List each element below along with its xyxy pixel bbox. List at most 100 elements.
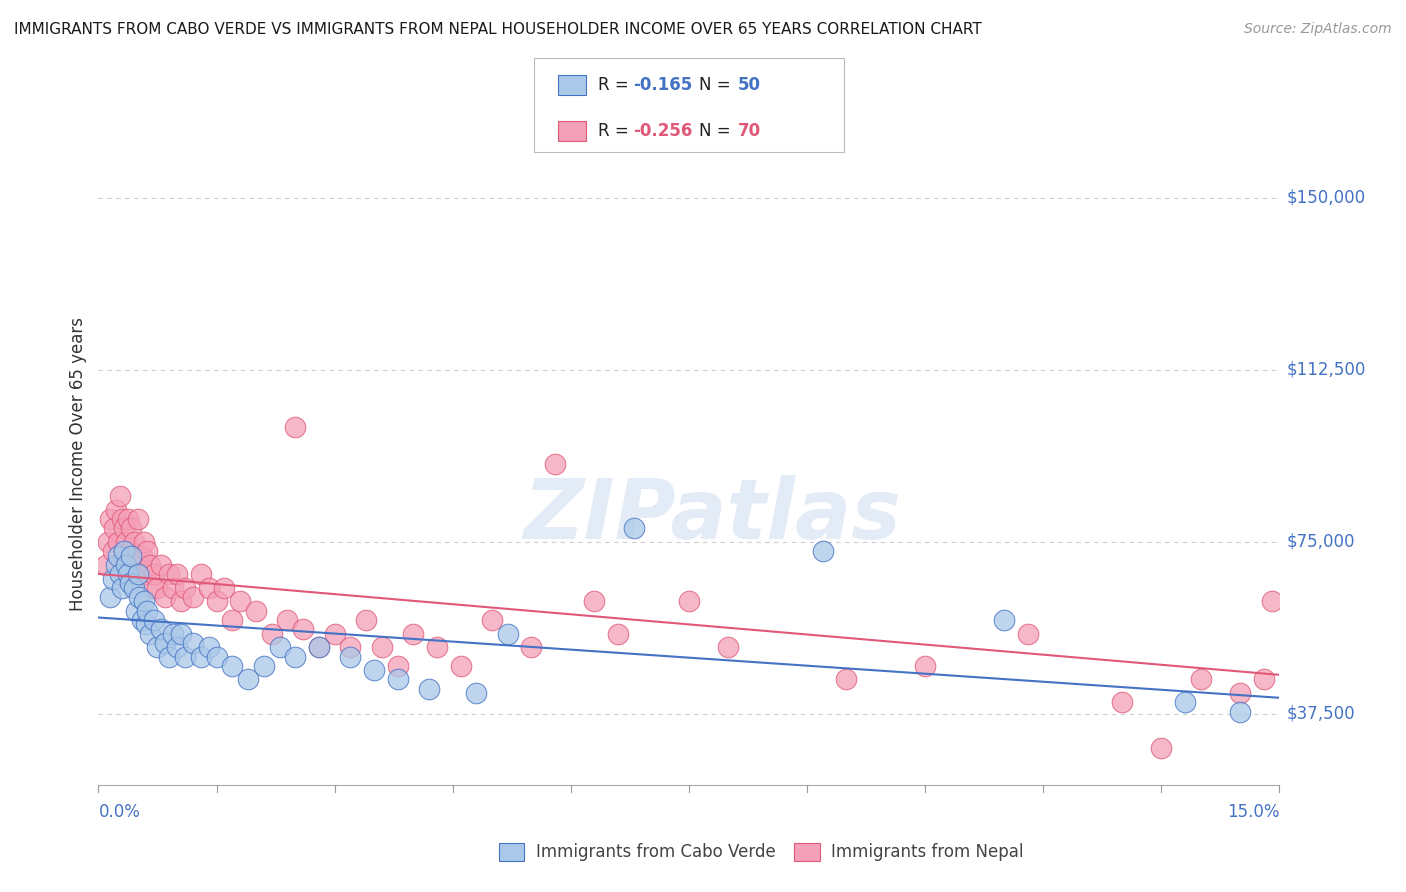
Point (104, 558, 127, 572)
Point (115, 558, 138, 572)
Point (103, 521, 125, 535)
Point (190, 649, 212, 664)
Point (96, 558, 118, 572)
Point (111, 512, 134, 526)
Point (122, 581, 145, 595)
Point (1111, 695, 1133, 709)
Point (1150, 741, 1173, 756)
Point (101, 572, 124, 586)
Point (138, 558, 160, 572)
Point (205, 594, 228, 608)
Point (170, 594, 193, 608)
Point (125, 604, 148, 618)
Text: $112,500: $112,500 (1286, 360, 1365, 379)
Text: Immigrants from Cabo Verde: Immigrants from Cabo Verde (536, 843, 776, 861)
Point (544, 457, 567, 471)
Point (323, 626, 346, 640)
Point (1174, 695, 1197, 709)
Point (131, 613, 153, 627)
Point (121, 549, 143, 563)
Point (269, 640, 291, 655)
Point (170, 626, 193, 640)
Point (128, 590, 150, 604)
Point (236, 673, 259, 687)
Point (146, 581, 169, 595)
Text: 70: 70 (738, 122, 761, 140)
Point (98, 512, 121, 526)
Point (118, 544, 141, 558)
Point (678, 594, 700, 608)
Point (308, 640, 330, 655)
Point (174, 649, 197, 664)
Point (418, 681, 440, 696)
Point (914, 658, 936, 673)
Point (132, 534, 155, 549)
Point (128, 566, 150, 581)
Text: IMMIGRANTS FROM CABO VERDE VS IMMIGRANTS FROM NEPAL HOUSEHOLDER INCOME OVER 65 Y: IMMIGRANTS FROM CABO VERDE VS IMMIGRANTS… (14, 22, 981, 37)
Point (465, 686, 488, 700)
Point (132, 594, 155, 608)
Point (150, 622, 173, 636)
Point (127, 566, 149, 581)
Point (127, 512, 149, 526)
Point (292, 622, 315, 636)
Point (157, 566, 180, 581)
Point (1017, 626, 1039, 640)
Point (371, 640, 394, 655)
Text: 50: 50 (738, 76, 761, 94)
Point (481, 613, 503, 627)
Point (181, 636, 204, 650)
Point (110, 566, 132, 581)
Point (174, 581, 197, 595)
Point (125, 549, 148, 563)
Point (623, 521, 645, 535)
Point (260, 626, 283, 640)
Point (110, 489, 132, 503)
Point (162, 626, 184, 640)
Point (136, 604, 159, 618)
Point (284, 420, 307, 434)
Text: 0.0%: 0.0% (98, 803, 141, 821)
Point (197, 640, 219, 655)
Point (811, 544, 834, 558)
Point (221, 658, 243, 673)
Point (221, 613, 243, 627)
Point (136, 544, 159, 558)
Text: $75,000: $75,000 (1286, 533, 1355, 551)
Point (122, 534, 145, 549)
Point (1189, 673, 1212, 687)
Point (117, 512, 139, 526)
Point (308, 640, 330, 655)
Point (142, 613, 165, 627)
Point (363, 663, 385, 677)
Point (166, 566, 188, 581)
Point (104, 502, 127, 516)
Text: Immigrants from Nepal: Immigrants from Nepal (831, 843, 1024, 861)
Text: $37,500: $37,500 (1286, 705, 1355, 723)
Text: R =: R = (598, 76, 634, 94)
Point (253, 658, 276, 673)
Point (276, 613, 298, 627)
Point (111, 581, 134, 595)
Point (131, 549, 153, 563)
Point (1229, 686, 1251, 700)
Point (197, 581, 219, 595)
Point (115, 534, 138, 549)
Point (155, 590, 177, 604)
Text: R =: R = (598, 122, 634, 140)
Point (107, 549, 129, 563)
Point (1229, 705, 1251, 719)
Point (141, 581, 163, 595)
Point (1253, 673, 1275, 687)
Point (717, 640, 740, 655)
Point (135, 566, 157, 581)
Point (101, 544, 124, 558)
Text: ZIPatlas: ZIPatlas (523, 475, 901, 556)
Point (354, 613, 377, 627)
Point (157, 649, 180, 664)
Point (520, 640, 543, 655)
Point (245, 604, 267, 618)
Point (146, 640, 169, 655)
Text: N =: N = (699, 76, 735, 94)
Point (118, 576, 141, 591)
